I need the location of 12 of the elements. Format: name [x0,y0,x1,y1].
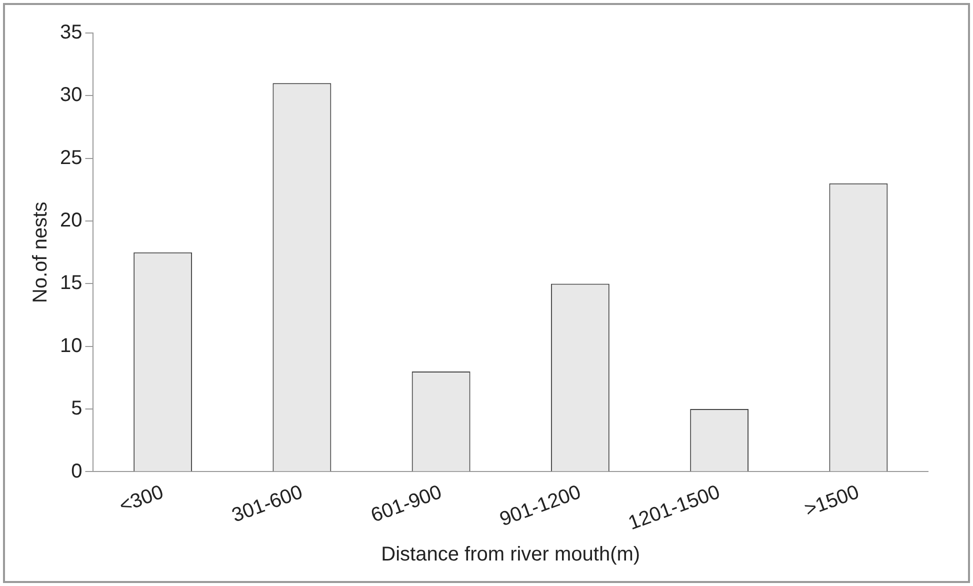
y-axis-title: No.of nests [30,202,52,303]
y-tick-label: 35 [60,22,82,44]
x-tick-label: <300 [116,481,166,518]
y-tick-label: 20 [60,210,82,232]
y-tick-label: 5 [71,398,82,420]
y-tick-label: 0 [71,460,82,482]
y-tick-label: 25 [60,146,82,169]
y-tick-label: 10 [60,334,82,357]
x-axis-title: Distance from river mouth(m) [381,544,640,566]
y-tick-label: 15 [60,272,82,294]
x-tick-label: >1500 [802,481,862,522]
y-tick-label: 30 [60,84,82,106]
